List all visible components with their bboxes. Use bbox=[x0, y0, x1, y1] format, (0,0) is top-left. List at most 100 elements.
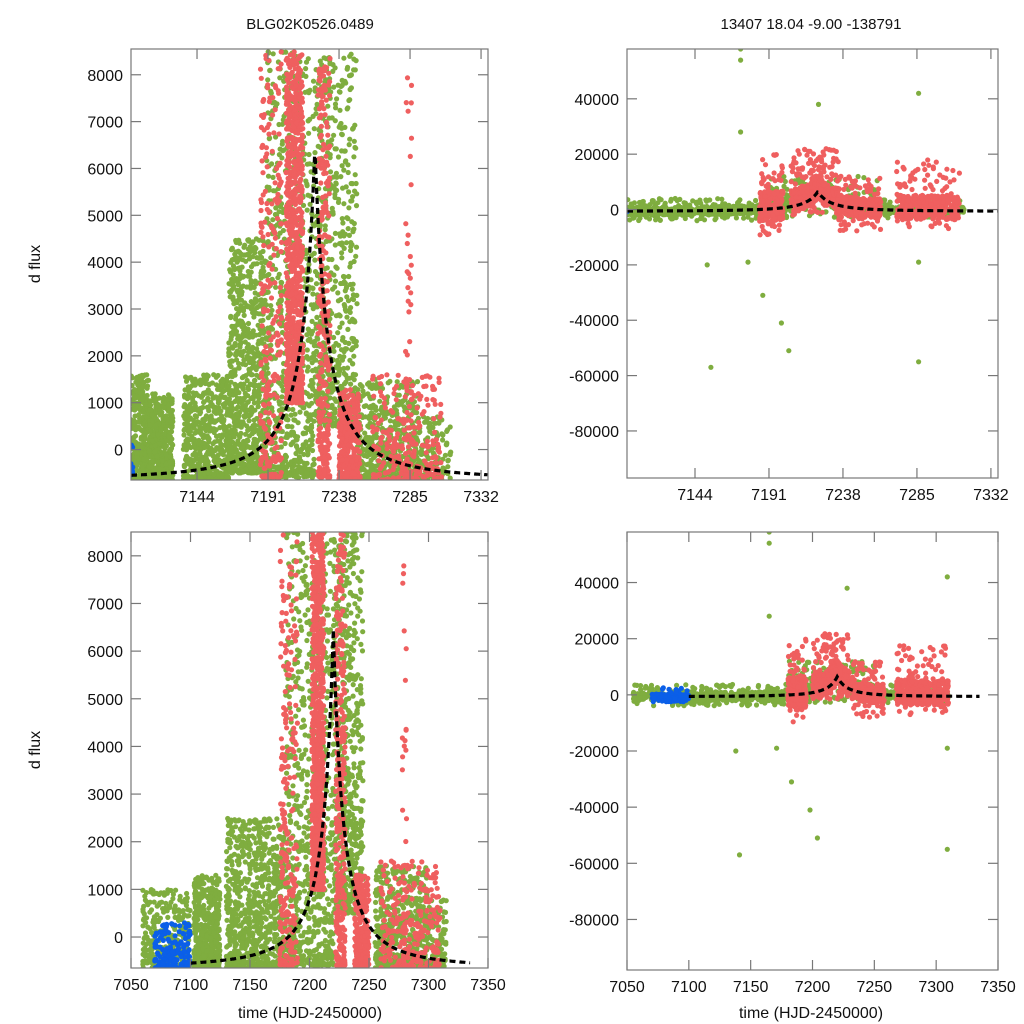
data-point bbox=[334, 372, 340, 378]
data-point bbox=[241, 312, 247, 318]
data-point bbox=[190, 417, 196, 423]
data-point bbox=[299, 308, 305, 314]
data-point bbox=[244, 444, 251, 450]
data-point bbox=[293, 450, 299, 457]
data-point bbox=[306, 151, 312, 158]
data-point bbox=[290, 140, 296, 146]
data-point bbox=[309, 447, 316, 454]
data-point bbox=[181, 443, 187, 449]
data-point bbox=[272, 107, 278, 113]
data-point bbox=[255, 404, 261, 410]
data-point bbox=[352, 172, 358, 178]
data-point bbox=[340, 280, 346, 286]
data-point bbox=[337, 89, 343, 95]
data-point bbox=[260, 114, 266, 120]
data-point bbox=[308, 277, 314, 283]
data-point bbox=[168, 445, 175, 451]
data-point bbox=[267, 67, 273, 74]
data-point bbox=[278, 337, 284, 343]
data-point bbox=[332, 410, 338, 416]
data-point bbox=[305, 364, 311, 370]
data-point bbox=[440, 432, 446, 438]
data-point bbox=[226, 383, 232, 389]
data-point bbox=[267, 260, 273, 267]
data-point bbox=[226, 391, 232, 397]
data-point bbox=[245, 427, 251, 433]
data-point bbox=[279, 239, 285, 245]
data-point bbox=[192, 413, 198, 419]
data-point bbox=[169, 407, 175, 414]
data-point bbox=[140, 396, 146, 402]
data-point bbox=[345, 105, 351, 111]
data-point bbox=[261, 377, 267, 384]
data-point bbox=[277, 65, 283, 71]
data-points bbox=[131, 49, 454, 480]
data-point bbox=[331, 84, 337, 90]
data-point bbox=[266, 379, 273, 385]
data-point bbox=[287, 460, 293, 466]
data-point bbox=[235, 423, 241, 429]
data-point bbox=[236, 453, 242, 459]
data-point bbox=[352, 122, 358, 128]
data-point bbox=[413, 435, 419, 441]
series-red bbox=[257, 49, 445, 480]
data-point bbox=[247, 381, 253, 387]
data-point bbox=[274, 394, 280, 400]
data-point bbox=[323, 238, 329, 244]
data-point bbox=[268, 88, 274, 94]
data-point bbox=[341, 370, 347, 376]
data-point bbox=[265, 432, 271, 438]
data-point bbox=[269, 241, 275, 247]
data-point bbox=[287, 472, 293, 478]
data-point bbox=[297, 312, 303, 318]
data-point bbox=[274, 101, 280, 107]
data-point bbox=[182, 410, 188, 416]
data-point bbox=[276, 399, 282, 405]
data-point bbox=[335, 330, 341, 336]
data-point bbox=[168, 465, 174, 471]
data-point bbox=[238, 303, 244, 309]
data-point bbox=[298, 183, 304, 189]
data-point bbox=[232, 427, 238, 434]
data-point bbox=[270, 174, 276, 180]
data-point bbox=[233, 328, 240, 335]
data-point bbox=[348, 198, 354, 204]
data-point bbox=[297, 193, 304, 199]
data-point bbox=[344, 314, 350, 320]
data-point bbox=[260, 448, 266, 454]
data-point bbox=[185, 442, 192, 448]
data-point bbox=[339, 320, 345, 326]
data-point bbox=[344, 375, 350, 381]
data-point bbox=[350, 126, 356, 132]
data-point bbox=[345, 169, 351, 176]
data-point bbox=[339, 357, 345, 363]
data-point bbox=[269, 161, 275, 167]
data-point bbox=[241, 244, 247, 250]
data-point bbox=[265, 82, 271, 88]
data-point bbox=[276, 131, 282, 137]
data-point bbox=[339, 77, 345, 83]
data-point bbox=[248, 371, 254, 377]
data-point bbox=[137, 377, 143, 383]
data-point bbox=[279, 383, 285, 389]
data-point bbox=[303, 440, 309, 447]
data-point bbox=[352, 144, 358, 151]
data-point bbox=[246, 418, 252, 424]
data-point bbox=[379, 410, 385, 416]
data-point bbox=[346, 232, 352, 238]
data-point bbox=[190, 398, 196, 404]
data-point bbox=[265, 325, 271, 331]
data-point bbox=[261, 242, 267, 249]
data-point bbox=[216, 417, 222, 423]
data-point bbox=[304, 332, 310, 338]
data-point bbox=[301, 460, 307, 466]
data-point bbox=[150, 432, 156, 438]
data-point bbox=[335, 290, 341, 296]
data-point bbox=[339, 82, 345, 88]
data-point bbox=[348, 240, 354, 246]
data-point bbox=[258, 199, 265, 206]
data-point bbox=[222, 457, 228, 463]
data-point bbox=[276, 271, 282, 277]
data-point bbox=[342, 124, 348, 130]
data-point bbox=[278, 179, 284, 185]
